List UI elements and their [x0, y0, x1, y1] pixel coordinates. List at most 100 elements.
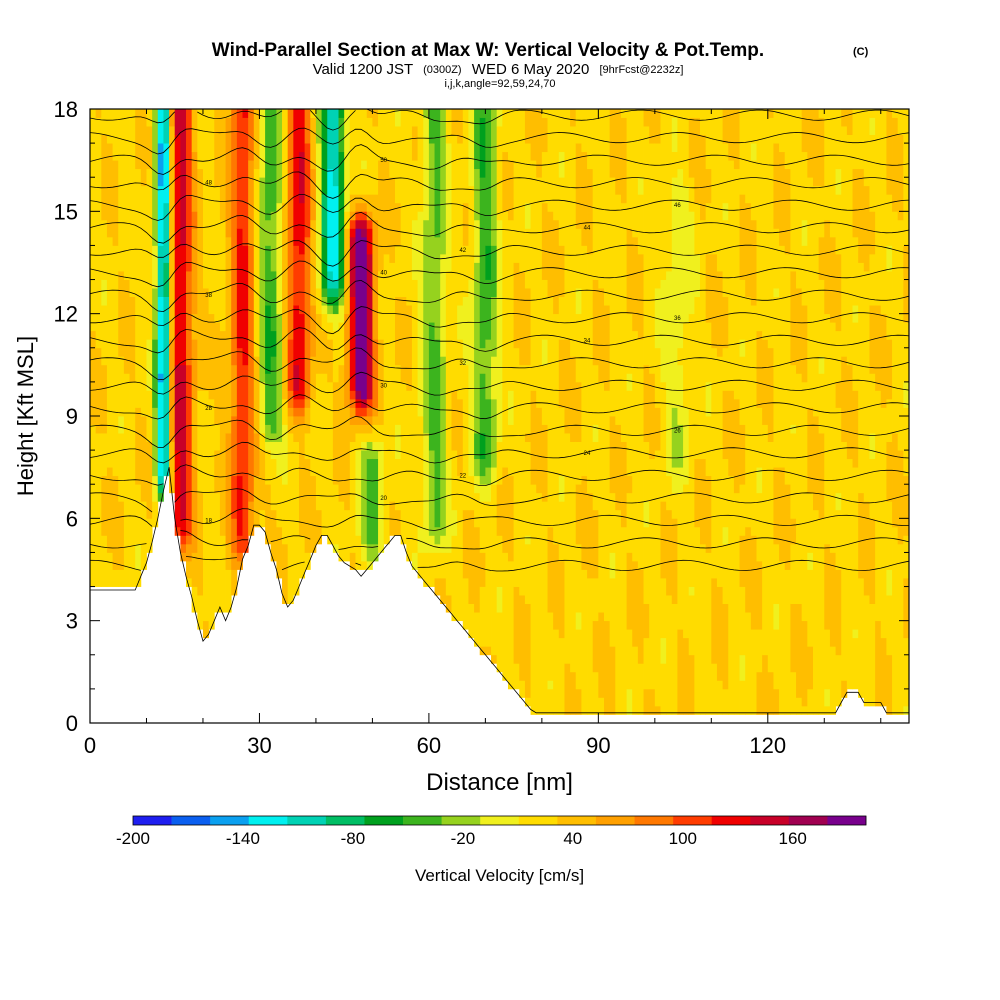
heatmap-cell — [575, 228, 582, 289]
subtitle-forecast: [9hrFcst@2232z] — [600, 64, 684, 76]
heatmap-cell — [417, 109, 424, 212]
heatmap-cell — [615, 109, 622, 195]
heatmap-cell — [180, 552, 187, 562]
heatmap-cell — [361, 236, 368, 400]
heatmap-cell — [361, 424, 368, 434]
heatmap-cell — [491, 467, 498, 485]
heatmap-cell — [700, 458, 707, 545]
heatmap-cell — [812, 416, 820, 511]
heatmap-cell — [643, 526, 650, 605]
heatmap-cell — [558, 339, 565, 408]
heatmap-cell — [304, 433, 311, 460]
heatmap-cell — [841, 109, 848, 127]
heatmap-cell — [332, 330, 339, 383]
heatmap-cell — [750, 160, 757, 221]
heatmap-cell — [400, 381, 407, 545]
heatmap-cell — [666, 109, 673, 272]
heatmap-cell — [570, 441, 577, 673]
heatmap-cell — [366, 407, 373, 417]
heatmap-cell — [112, 109, 119, 161]
heatmap-cell — [338, 151, 345, 289]
heatmap-cell — [750, 629, 757, 715]
heatmap-cell — [197, 390, 204, 494]
heatmap-cell — [835, 407, 842, 494]
heatmap-cell — [852, 109, 859, 170]
heatmap-cell — [231, 109, 238, 366]
heatmap-cell — [524, 603, 531, 698]
heatmap-cell — [496, 219, 503, 442]
heatmap-cell — [349, 552, 356, 570]
heatmap-cell — [474, 433, 481, 460]
heatmap-cell — [609, 578, 616, 647]
heatmap-cell — [677, 109, 684, 170]
heatmap-cell — [304, 398, 311, 408]
heatmap-cell — [276, 313, 283, 442]
heatmap-cell — [502, 151, 509, 212]
heatmap-cell — [869, 458, 876, 519]
heatmap-cell — [558, 151, 565, 178]
heatmap-cell — [835, 492, 842, 511]
heatmap-cell — [694, 296, 701, 460]
heatmap-cell — [592, 441, 599, 511]
heatmap-cell — [739, 279, 746, 340]
heatmap-cell — [892, 211, 899, 434]
heatmap-cell — [474, 168, 481, 221]
heatmap-cell — [434, 543, 441, 553]
heatmap-cell — [570, 109, 577, 127]
colorbar-swatch — [788, 816, 828, 825]
heatmap-cell — [479, 117, 486, 178]
colorbar-swatch — [441, 816, 481, 825]
heatmap-cell — [135, 569, 142, 587]
heatmap-cell — [581, 475, 588, 570]
heatmap-cell — [846, 109, 853, 135]
heatmap-cell — [389, 109, 396, 178]
colorbar-tick-label: 40 — [563, 829, 582, 848]
heatmap-cell — [242, 109, 249, 118]
heatmap-cell — [355, 535, 362, 570]
heatmap-cell — [118, 109, 125, 272]
heatmap-cell — [615, 509, 622, 715]
heatmap-cell — [886, 194, 893, 246]
heatmap-cell — [293, 407, 300, 417]
heatmap-cell — [886, 441, 893, 502]
heatmap-cell — [451, 134, 458, 391]
heatmap-cell — [524, 143, 531, 204]
isentrope-label: 40 — [380, 271, 387, 277]
isentrope-line — [89, 415, 910, 448]
heatmap-cell — [95, 347, 102, 434]
heatmap-cell — [406, 109, 413, 306]
isentrope-line — [89, 260, 910, 288]
heatmap-cell — [773, 288, 780, 298]
heatmap-cell — [716, 356, 724, 587]
heatmap-cell — [270, 211, 277, 272]
heatmap-cell — [491, 109, 498, 246]
heatmap-cell — [626, 475, 633, 494]
heatmap-cell — [372, 109, 379, 127]
heatmap-cell — [378, 271, 385, 340]
heatmap-cell — [282, 398, 289, 425]
heatmap-cell — [191, 586, 198, 613]
heatmap-cell — [457, 109, 464, 144]
heatmap-cell — [395, 245, 402, 298]
heatmap-cell — [553, 313, 560, 545]
heatmap-cell — [287, 416, 294, 434]
heatmap-cell — [575, 441, 582, 485]
heatmap-cell — [366, 219, 373, 229]
heatmap-cell — [660, 109, 667, 280]
heatmap-cell — [474, 475, 481, 494]
heatmap-cell — [298, 253, 306, 315]
heatmap-cell — [327, 322, 334, 340]
heatmap-cell — [270, 271, 277, 332]
heatmap-cell — [366, 253, 373, 400]
heatmap-cell — [146, 168, 153, 340]
heatmap-cell — [462, 202, 469, 246]
heatmap-cell — [485, 501, 492, 647]
heatmap-cell — [869, 518, 876, 605]
heatmap-cell — [502, 211, 509, 468]
heatmap-cell — [298, 151, 306, 204]
heatmap-cell — [903, 637, 910, 707]
heatmap-cell — [344, 109, 351, 212]
heatmap-cell — [434, 578, 441, 596]
heatmap-cell — [332, 279, 339, 289]
heatmap-cell — [728, 160, 735, 391]
